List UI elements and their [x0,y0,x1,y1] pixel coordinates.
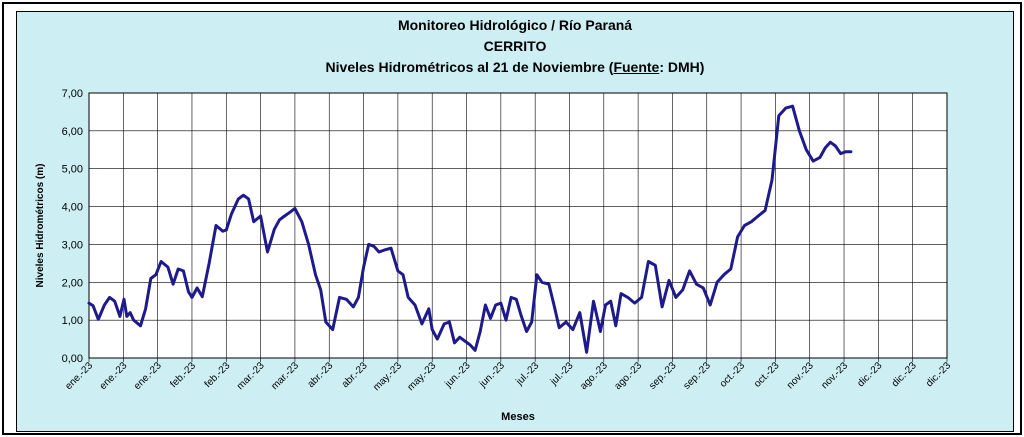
subtitle-prefix: Niveles Hidrométricos al 21 de Noviembre… [325,59,614,75]
x-tick-label: feb.-23 [203,360,233,390]
grid-lines [88,92,948,362]
x-tick-label: mar.-23 [235,360,267,392]
chart-title: Monitoreo Hidrológico / Río Paraná [397,17,633,33]
x-tick-label: nov.-23 [785,360,816,391]
subtitle-suffix: : DMH) [659,59,705,75]
chart-station-title: CERRITO [483,38,547,54]
y-tick-label: 2,00 [62,277,83,289]
x-tick-label: may.-23 [371,360,404,393]
chart-subtitle: Niveles Hidrométricos al 21 de Noviembre… [17,59,1013,75]
line-chart: 0,00 1,00 2,00 3,00 4,00 5,00 6,00 7,00 ene.-23… [35,88,953,423]
y-tick-label: 6,00 [62,126,83,138]
x-tick-label: ene.-23 [98,360,130,392]
x-tick-label: feb.-23 [168,360,198,390]
chart-panel: Monitoreo Hidrológico / Río Paraná CERRI… [16,11,1014,432]
x-tick-label: oct.-23 [752,360,782,390]
x-tick-label: ago.-23 [578,360,610,392]
series-line [87,104,853,354]
x-tick-label: oct.-23 [718,360,748,390]
y-tick-label: 5,00 [62,164,83,176]
x-tick-label: jun.-23 [477,360,507,390]
y-axis-label: Niveles Hidrométricos (m) [35,164,46,288]
x-tick-label: sep.-23 [647,360,679,392]
subtitle-source-label: Fuente [613,59,660,75]
x-tick-label: may.-23 [406,360,439,393]
x-tick-label: jul.-23 [548,360,576,388]
x-tick-label: dic.-23 [855,360,884,389]
y-tick-label: 1,00 [62,315,83,327]
x-axis: ene.-23 ene.-23 ene.-23 feb.-23 feb.-23 mar.-… [63,360,953,393]
x-tick-label: abr.-23 [340,360,370,390]
y-tick-label: 7,00 [62,88,83,100]
x-tick-label: jul.-23 [514,360,542,388]
y-axis: 0,00 1,00 2,00 3,00 4,00 5,00 6,00 7,00 [62,88,83,365]
y-tick-label: 4,00 [62,202,83,214]
x-tick-label: nov.-23 [819,360,850,391]
y-tick-label: 0,00 [62,353,83,365]
y-tick-label: 3,00 [62,239,83,251]
x-tick-label: jun.-23 [443,360,473,390]
x-tick-label: abr.-23 [306,360,336,390]
x-axis-label: Meses [501,411,535,423]
x-tick-label: ene.-23 [132,360,164,392]
series-group [87,104,853,354]
x-tick-label: sep.-23 [682,360,714,392]
x-tick-label: mar.-23 [269,360,301,392]
x-tick-label: dic.-23 [924,360,953,389]
x-tick-label: dic.-23 [890,360,919,389]
x-tick-label: ago.-23 [612,360,644,392]
